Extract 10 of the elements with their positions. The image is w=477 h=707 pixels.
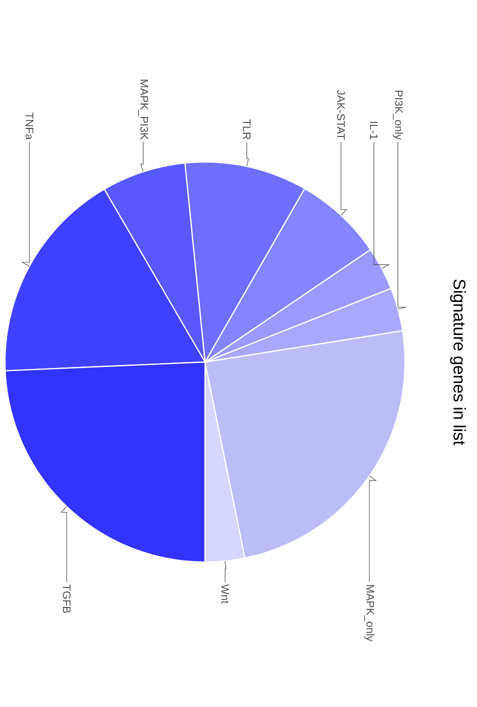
slice-label: IL-1 <box>370 122 378 140</box>
slice-label: Wnt <box>221 584 229 604</box>
slice-label: TNFa <box>26 112 34 140</box>
slice-label: MAPK_PI3K <box>138 80 148 140</box>
text: Signature genes in list <box>450 279 466 446</box>
slice-label: JAK-STAT <box>337 90 345 140</box>
slice-label: TGFB <box>62 584 71 613</box>
slice-label: TLR <box>243 119 251 140</box>
slice-label: PI3K_only <box>392 90 404 140</box>
slice-label: MAPK_only <box>364 585 374 642</box>
